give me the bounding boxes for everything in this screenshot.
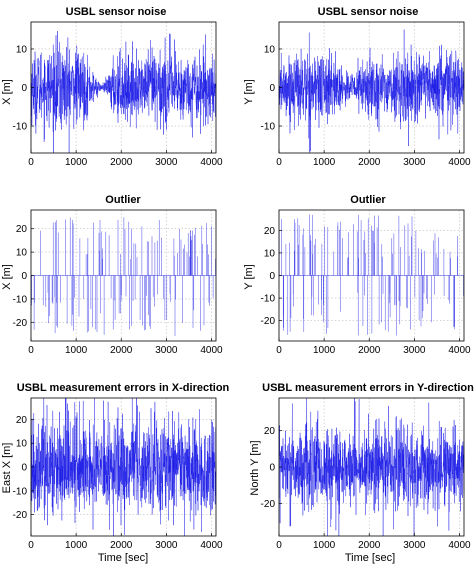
chart-title: USBL measurement errors in Y-direction [262, 382, 474, 394]
x-tick-label: 0 [276, 540, 282, 551]
x-tick-label: 0 [276, 345, 282, 356]
chart-title: Outlier [105, 194, 141, 206]
plot-area: 0 1000 2000 3000 4000 -10 0 10 [13, 21, 223, 168]
x-tick-label: 2000 [110, 157, 133, 168]
data-series-line [30, 397, 217, 537]
panel-errors-x: USBL measurement errors in X-direction 0… [1, 382, 230, 564]
x-axis-label: Time [sec] [98, 552, 148, 564]
y-axis-label: X [m] [1, 79, 13, 105]
y-axis-label: Y [m] [243, 264, 255, 289]
y-tick-label: 20 [16, 224, 28, 235]
x-tick-label: 1000 [65, 540, 88, 551]
y-tick-label: 0 [269, 271, 275, 282]
y-axis-label: North Y [m] [249, 440, 261, 495]
x-tick-label: 4000 [200, 157, 223, 168]
y-tick-label: 10 [16, 439, 28, 450]
y-tick-label: 0 [269, 83, 275, 94]
x-tick-label: 1000 [313, 540, 336, 551]
x-tick-label: 0 [28, 345, 34, 356]
x-tick-label: 3000 [155, 157, 178, 168]
x-tick-label: 3000 [403, 345, 426, 356]
y-tick-label: 0 [269, 463, 275, 474]
x-tick-label: 2000 [110, 540, 133, 551]
y-tick-label: 20 [264, 226, 276, 237]
panel-outlier-x: Outlier 0 1000 2000 3000 4000 -20 -10 0 10 20 X [… [1, 194, 223, 356]
y-axis-label: Y [m] [243, 79, 255, 104]
x-tick-label: 2000 [358, 345, 381, 356]
plot-area: 0 1000 2000 3000 4000 -20 0 20 [261, 397, 471, 551]
x-tick-label: 0 [276, 157, 282, 168]
y-tick-label: -10 [261, 294, 276, 305]
data-series-line [278, 29, 465, 153]
x-tick-label: 4000 [200, 540, 223, 551]
plot-area: 0 1000 2000 3000 4000 -20 -10 0 10 20 [13, 397, 223, 551]
y-axis-label: East X [m] [1, 443, 13, 494]
x-tick-label: 1000 [65, 345, 88, 356]
x-tick-label: 2000 [358, 540, 381, 551]
x-tick-label: 0 [28, 540, 34, 551]
panel-usbl-noise-x: USBL sensor noise 0 1000 2000 3000 4000 -10 0 1… [1, 6, 223, 168]
x-tick-label: 0 [28, 157, 34, 168]
x-tick-label: 1000 [313, 157, 336, 168]
y-tick-label: -20 [261, 316, 276, 327]
y-axis-label: X [m] [1, 264, 13, 290]
y-tick-label: 10 [16, 248, 28, 259]
chart-title: USBL sensor noise [318, 6, 419, 18]
x-tick-label: 4000 [448, 540, 471, 551]
plot-area: 0 1000 2000 3000 4000 -20 -10 0 10 20 [261, 209, 471, 356]
chart-title: USBL sensor noise [66, 6, 167, 18]
x-tick-label: 3000 [155, 345, 178, 356]
data-series-line [278, 397, 465, 537]
x-tick-label: 3000 [155, 540, 178, 551]
y-tick-label: -20 [261, 499, 276, 510]
plot-area: 0 1000 2000 3000 4000 -20 -10 0 10 20 [13, 209, 223, 356]
plot-area: 0 1000 2000 3000 4000 -10 0 10 [261, 21, 471, 168]
panel-outlier-y: Outlier 0 1000 2000 3000 4000 -20 -10 0 10 20 Y [… [243, 194, 471, 356]
x-tick-label: 3000 [403, 540, 426, 551]
x-tick-label: 1000 [313, 345, 336, 356]
y-tick-label: -20 [13, 510, 28, 521]
y-tick-label: -10 [13, 122, 28, 133]
y-tick-label: 10 [264, 248, 276, 259]
y-tick-label: 10 [16, 44, 28, 55]
y-tick-label: -20 [13, 318, 28, 329]
data-series-line [30, 30, 217, 154]
x-tick-label: 2000 [110, 345, 133, 356]
y-tick-label: 10 [264, 44, 276, 55]
x-tick-label: 4000 [200, 345, 223, 356]
x-tick-label: 1000 [65, 157, 88, 168]
x-tick-label: 4000 [448, 345, 471, 356]
chart-title: Outlier [350, 194, 386, 206]
x-tick-label: 4000 [448, 157, 471, 168]
data-series-line [31, 217, 216, 336]
chart-title: USBL measurement errors in X-direction [17, 382, 230, 394]
x-axis-label: Time [sec] [345, 552, 395, 564]
y-tick-label: 0 [21, 271, 27, 282]
y-tick-label: 0 [21, 83, 27, 94]
y-tick-label: 20 [264, 426, 276, 437]
x-tick-label: 3000 [403, 157, 426, 168]
x-tick-label: 2000 [358, 157, 381, 168]
y-tick-label: -10 [261, 122, 276, 133]
y-tick-label: -10 [13, 294, 28, 305]
data-series-line [278, 214, 464, 336]
y-tick-label: -10 [13, 486, 28, 497]
y-tick-label: 20 [16, 415, 28, 426]
panel-errors-y: USBL measurement errors in Y-direction 0… [249, 382, 474, 564]
panel-usbl-noise-y: USBL sensor noise 0 1000 2000 3000 4000 -10 0 1… [243, 6, 471, 168]
y-tick-label: 0 [21, 463, 27, 474]
